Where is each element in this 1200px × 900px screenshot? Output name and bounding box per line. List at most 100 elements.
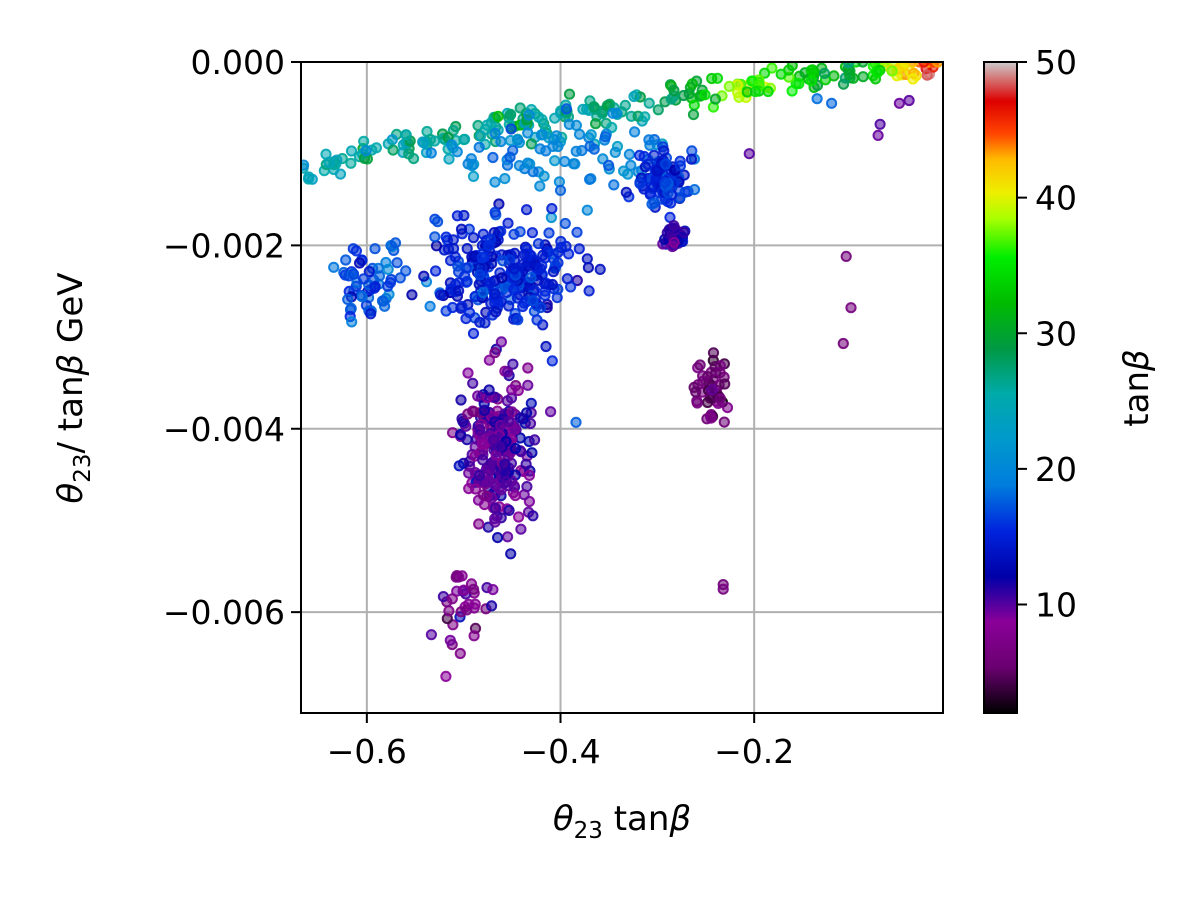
scatter-point bbox=[474, 130, 487, 142]
scatter-point bbox=[503, 504, 515, 516]
scatter-point bbox=[811, 93, 823, 105]
scatter-point bbox=[514, 412, 527, 424]
scatter-point bbox=[489, 347, 501, 359]
scatter-point bbox=[501, 366, 514, 378]
scatter-point bbox=[424, 300, 436, 312]
scatter-point bbox=[590, 118, 602, 130]
scatter-point bbox=[520, 458, 532, 470]
scatter-point bbox=[502, 531, 514, 543]
scatter-point bbox=[489, 288, 501, 300]
scatter-point bbox=[435, 289, 447, 301]
scatter-point bbox=[432, 216, 444, 228]
x-tick-label: −0.6 bbox=[327, 732, 407, 771]
scatter-point bbox=[518, 249, 531, 261]
scatter-point bbox=[826, 97, 838, 109]
scatter-point bbox=[369, 281, 381, 293]
scatter-point bbox=[805, 64, 817, 77]
scatter-point bbox=[709, 93, 722, 105]
scatter-point bbox=[499, 458, 511, 470]
colorbar bbox=[983, 61, 1018, 714]
scatter-point bbox=[893, 97, 906, 109]
scatter-point bbox=[699, 89, 711, 101]
scatter-point bbox=[921, 69, 933, 81]
y-tick-label: 0.000 bbox=[191, 43, 285, 82]
scatter-point bbox=[453, 285, 465, 297]
scatter-point bbox=[354, 257, 366, 269]
scatter-point bbox=[418, 270, 430, 282]
scatter-point bbox=[659, 177, 671, 189]
scatter-point bbox=[625, 159, 637, 171]
scatter-point bbox=[512, 314, 524, 326]
scatter-point bbox=[759, 67, 771, 79]
scatter-point bbox=[526, 447, 538, 459]
scatter-point bbox=[527, 510, 539, 522]
scatter-point bbox=[543, 227, 555, 239]
scatter-point bbox=[694, 359, 706, 371]
scatter-point bbox=[384, 277, 396, 289]
scatter-point bbox=[458, 584, 470, 596]
scatter-point bbox=[461, 243, 473, 255]
scatter-point bbox=[594, 263, 606, 275]
scatter-point bbox=[563, 118, 575, 131]
scatter-point bbox=[472, 390, 484, 402]
scatter-point bbox=[573, 243, 585, 255]
scatter-point bbox=[437, 591, 449, 603]
scatter-point bbox=[358, 273, 370, 285]
scatter-point bbox=[483, 354, 495, 366]
scatter-point bbox=[718, 416, 730, 428]
scatter-point bbox=[421, 125, 433, 138]
scatter-point bbox=[513, 160, 526, 172]
scatter-point bbox=[444, 634, 456, 646]
scatter-point bbox=[584, 173, 596, 185]
scatter-point bbox=[545, 211, 558, 224]
scatter-point bbox=[539, 278, 551, 290]
scatter-point bbox=[623, 148, 636, 160]
scatter-point bbox=[629, 126, 641, 138]
colorbar-tick-label: 10 bbox=[1035, 586, 1077, 625]
scatter-point bbox=[382, 263, 394, 275]
scatter-point bbox=[497, 255, 509, 267]
scatter-point bbox=[350, 245, 362, 257]
scatter-point bbox=[608, 179, 620, 191]
scatter-point bbox=[451, 210, 463, 222]
scatter-point bbox=[685, 153, 698, 165]
scatter-point bbox=[618, 165, 630, 177]
scatter-point bbox=[446, 593, 458, 605]
scatter-point bbox=[732, 86, 744, 99]
scatter-point bbox=[342, 293, 354, 305]
scatter-point bbox=[477, 286, 489, 299]
scatter-point bbox=[511, 292, 524, 304]
scatter-point bbox=[455, 394, 467, 406]
scatter-point bbox=[486, 600, 498, 612]
scatter-point bbox=[467, 377, 479, 389]
scatter-point bbox=[721, 402, 734, 414]
scatter-point bbox=[582, 262, 595, 274]
scatter-point bbox=[526, 227, 539, 239]
scatter-point bbox=[599, 131, 612, 143]
scatter-point bbox=[668, 236, 680, 248]
scatter-point bbox=[563, 88, 576, 100]
scatter-point bbox=[456, 570, 468, 582]
scatter-point bbox=[651, 165, 663, 177]
colorbar-ticks: 10 20 30 40 50 bbox=[1017, 43, 1077, 625]
scatter-point bbox=[743, 148, 755, 160]
scatter-point bbox=[534, 263, 546, 275]
scatter-point bbox=[509, 442, 522, 455]
scatter-point bbox=[522, 379, 534, 391]
scatter-point bbox=[546, 203, 558, 215]
scatter-point bbox=[489, 479, 501, 491]
scatter-point bbox=[583, 285, 595, 297]
scatter-point bbox=[469, 483, 482, 495]
scatter-point bbox=[487, 584, 499, 596]
scatter-point bbox=[483, 384, 495, 396]
scatter-point bbox=[658, 145, 670, 157]
scatter-point bbox=[490, 306, 502, 318]
scatter-point bbox=[484, 277, 496, 289]
scatter-point bbox=[857, 71, 869, 83]
scatter-point bbox=[539, 289, 551, 301]
colorbar-label: tanβ bbox=[1117, 349, 1157, 426]
scatter-point bbox=[506, 406, 518, 418]
scatter-point bbox=[549, 112, 561, 124]
scatter-point bbox=[547, 266, 560, 278]
